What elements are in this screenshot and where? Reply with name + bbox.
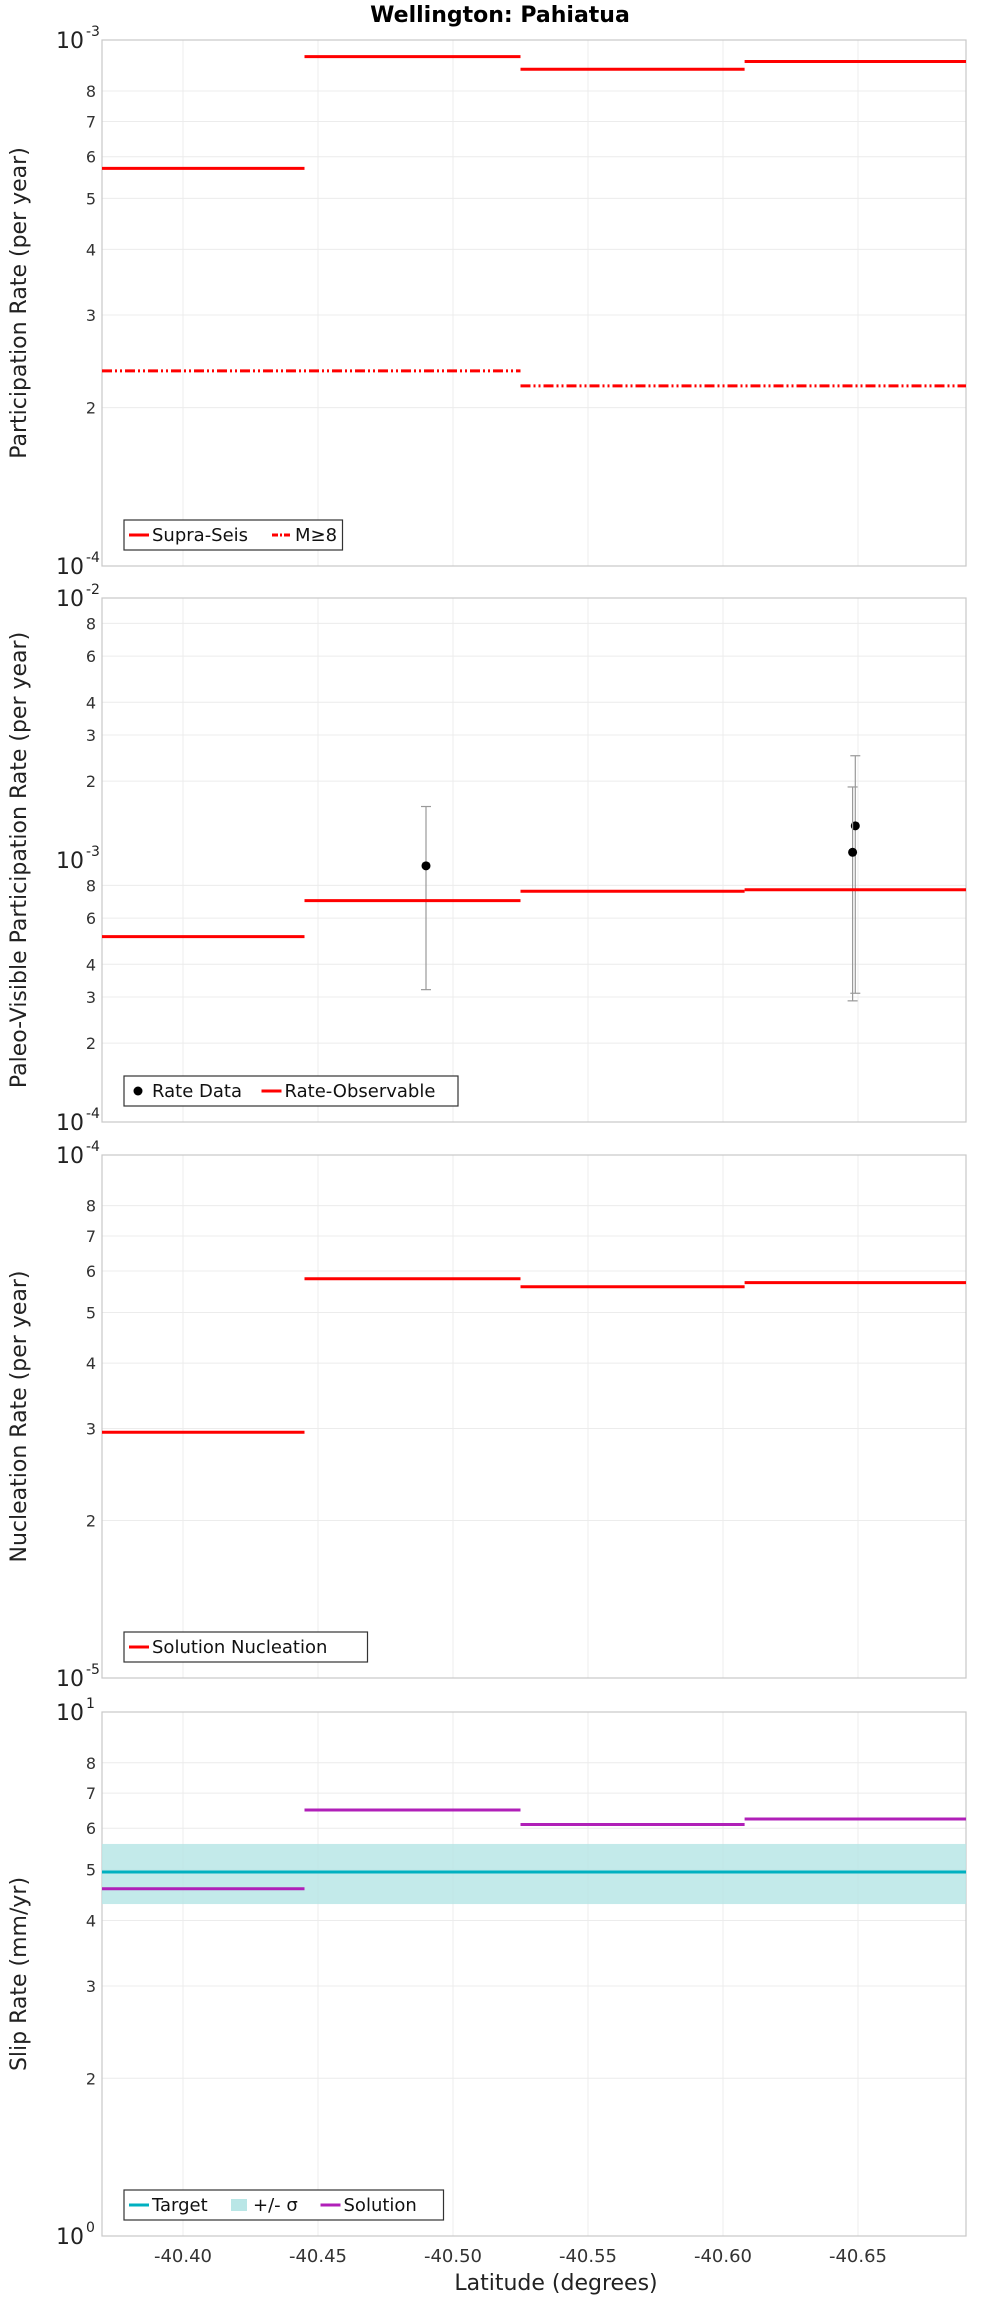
y-tick-major-label: 10 xyxy=(56,29,84,54)
legend-label: Supra-Seis xyxy=(152,525,248,546)
legend-label: Rate-Observable xyxy=(285,1081,436,1102)
y-tick-major-label: 10 xyxy=(56,849,84,874)
y-tick-exponent: -4 xyxy=(86,1139,100,1155)
chart-title: Wellington: Pahiatua xyxy=(370,3,630,28)
x-tick-label: -40.50 xyxy=(424,2246,482,2267)
y-tick-exponent: 0 xyxy=(86,2220,95,2236)
legend-label: Target xyxy=(151,2195,208,2216)
y-tick-label: 2 xyxy=(86,399,96,418)
y-tick-label: 3 xyxy=(86,306,96,325)
y-tick-exponent: -4 xyxy=(86,550,100,566)
y-tick-label: 7 xyxy=(86,112,96,131)
y-tick-major-label: 10 xyxy=(56,1144,84,1169)
y-tick-label: 5 xyxy=(86,1303,96,1322)
y-tick-label: 4 xyxy=(86,1912,96,1931)
legend-marker xyxy=(231,2199,247,2211)
y-tick-label: 4 xyxy=(86,955,96,974)
y-tick-label: 4 xyxy=(86,693,96,712)
y-tick-label: 2 xyxy=(86,772,96,791)
legend-label: M≥8 xyxy=(295,525,337,546)
data-point xyxy=(421,861,431,871)
plot-frame xyxy=(101,597,967,1123)
y-tick-label: 8 xyxy=(86,614,96,633)
y-tick-label: 3 xyxy=(86,1419,96,1438)
uncertainty-band xyxy=(102,1843,966,1905)
y-tick-label: 4 xyxy=(86,1354,96,1373)
legend-marker xyxy=(133,1086,143,1096)
plot-frame xyxy=(101,1711,967,2237)
x-tick-label: -40.40 xyxy=(154,2246,212,2267)
legend-label: Rate Data xyxy=(152,1081,242,1102)
y-tick-label: 6 xyxy=(86,647,96,666)
y-axis-label: Nucleation Rate (per year) xyxy=(7,1271,32,1563)
plot-frame xyxy=(101,1154,967,1679)
plot-frame xyxy=(101,39,967,567)
y-tick-label: 8 xyxy=(86,1197,96,1216)
y-tick-label: 5 xyxy=(86,1861,96,1880)
y-tick-label: 2 xyxy=(86,2069,96,2088)
y-tick-label: 8 xyxy=(86,1754,96,1773)
legend xyxy=(123,519,344,551)
y-tick-label: 2 xyxy=(86,1034,96,1053)
y-tick-exponent: -3 xyxy=(86,844,100,860)
y-tick-exponent: -3 xyxy=(86,24,100,40)
legend xyxy=(123,1631,369,1663)
y-tick-exponent: -2 xyxy=(86,582,100,598)
y-tick-label: 6 xyxy=(86,1262,96,1281)
y-tick-label: 3 xyxy=(86,726,96,745)
x-tick-label: -40.60 xyxy=(694,2246,752,2267)
x-tick-label: -40.45 xyxy=(289,2246,347,2267)
y-tick-label: 7 xyxy=(86,1227,96,1246)
legend-label: Solution Nucleation xyxy=(152,1637,327,1658)
y-axis-label: Paleo-Visible Participation Rate (per ye… xyxy=(7,632,32,1088)
y-tick-exponent: -4 xyxy=(86,1106,100,1122)
y-axis-label: Participation Rate (per year) xyxy=(7,147,32,459)
y-tick-label: 7 xyxy=(86,1784,96,1803)
y-tick-label: 6 xyxy=(86,148,96,167)
data-point xyxy=(848,847,858,857)
y-tick-label: 2 xyxy=(86,1512,96,1531)
y-tick-label: 3 xyxy=(86,1977,96,1996)
y-tick-label: 6 xyxy=(86,909,96,928)
y-tick-exponent: 1 xyxy=(86,1696,95,1712)
y-tick-major-label: 10 xyxy=(56,587,84,612)
y-tick-label: 3 xyxy=(86,988,96,1007)
y-tick-label: 5 xyxy=(86,189,96,208)
legend xyxy=(123,1075,459,1107)
y-tick-label: 4 xyxy=(86,240,96,259)
y-tick-major-label: 10 xyxy=(56,1701,84,1726)
y-tick-label: 8 xyxy=(86,82,96,101)
y-tick-label: 8 xyxy=(86,876,96,895)
y-axis-label: Slip Rate (mm/yr) xyxy=(7,1877,32,2071)
y-tick-major-label: 10 xyxy=(56,1111,84,1136)
x-axis-label: Latitude (degrees) xyxy=(454,2271,657,2296)
x-tick-label: -40.55 xyxy=(559,2246,617,2267)
y-tick-major-label: 10 xyxy=(56,2225,84,2250)
y-tick-label: 6 xyxy=(86,1819,96,1838)
y-tick-major-label: 10 xyxy=(56,555,84,580)
legend-label: Solution xyxy=(344,2195,417,2216)
legend xyxy=(123,2189,445,2221)
x-tick-label: -40.65 xyxy=(829,2246,887,2267)
y-tick-exponent: -5 xyxy=(86,1662,100,1678)
y-tick-major-label: 10 xyxy=(56,1667,84,1692)
legend-label: +/- σ xyxy=(253,2195,298,2216)
